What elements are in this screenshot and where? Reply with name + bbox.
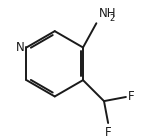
- Text: F: F: [105, 126, 111, 138]
- Text: 2: 2: [109, 14, 114, 22]
- Text: N: N: [16, 41, 25, 54]
- Text: F: F: [128, 91, 135, 104]
- Text: NH: NH: [99, 7, 116, 20]
